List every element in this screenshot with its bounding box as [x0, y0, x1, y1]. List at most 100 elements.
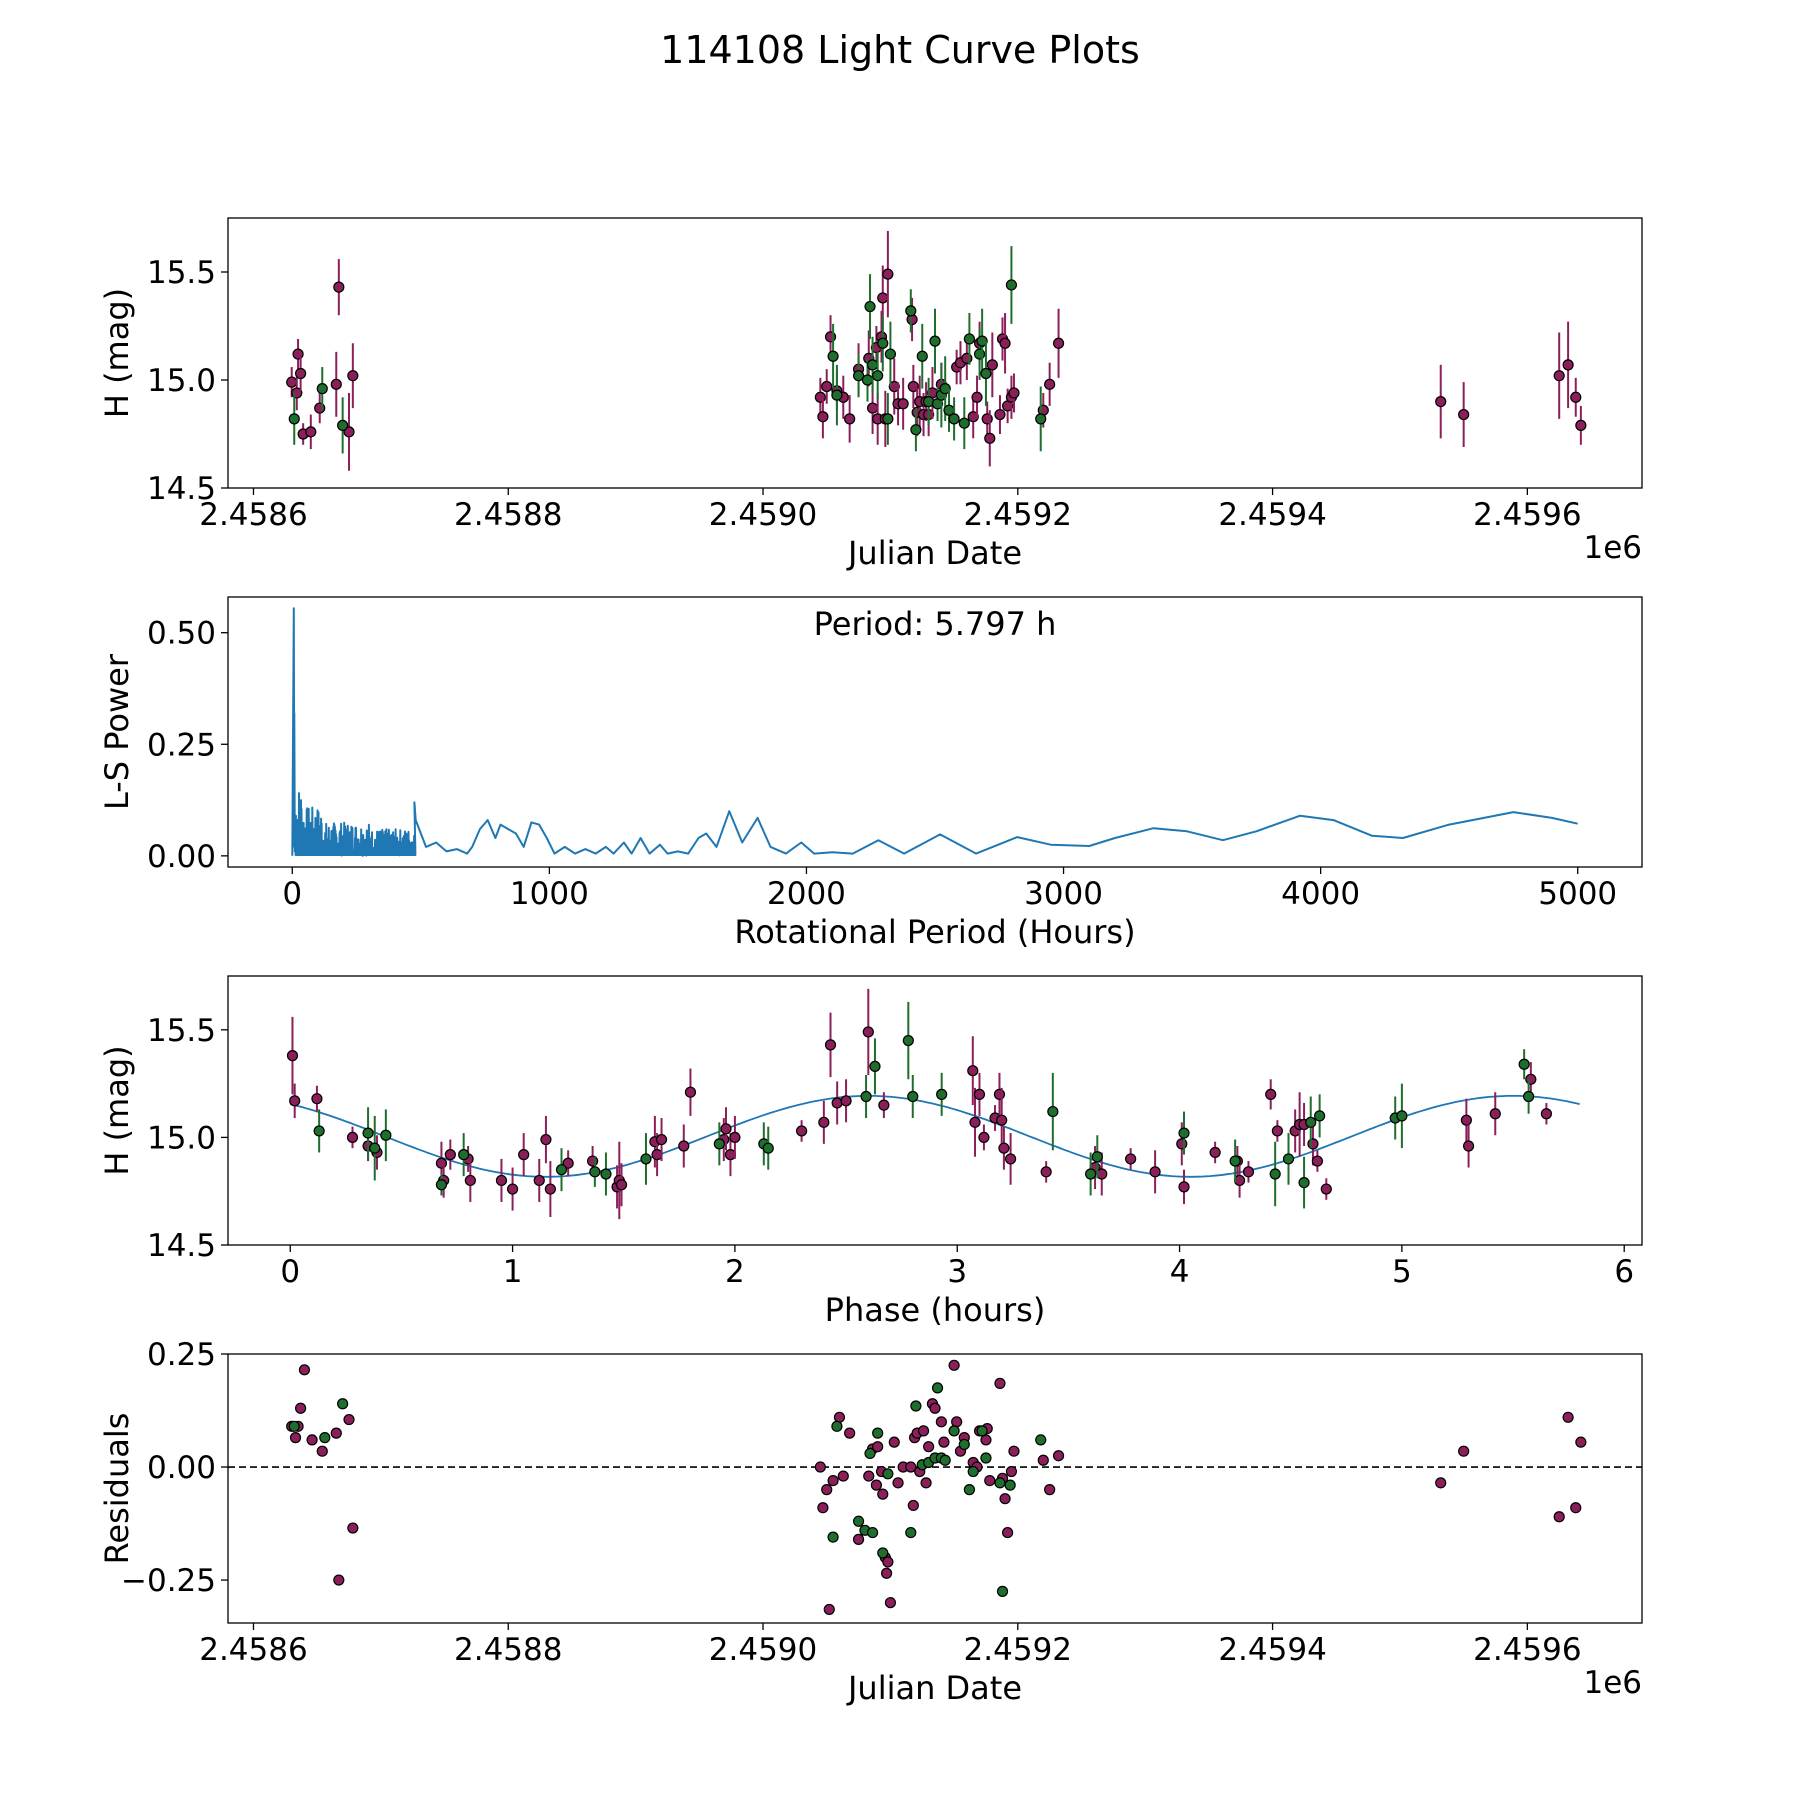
- lightcurve-ylabel: H (mag): [98, 288, 136, 418]
- phased-point-purple: [1149, 1166, 1161, 1178]
- lightcurve-data: [286, 230, 1587, 471]
- phased-point-purple: [1176, 1138, 1188, 1150]
- residuals-point-green: [288, 1420, 300, 1432]
- phased-point-green: [907, 1090, 919, 1103]
- residuals-ytick-label: −0.25: [121, 1563, 216, 1599]
- residuals-point-purple: [817, 1502, 829, 1514]
- phased-point-purple: [729, 1131, 741, 1144]
- lightcurve-point-green: [831, 389, 843, 401]
- lightcurve-point-green: [316, 383, 328, 395]
- residuals-point-purple: [833, 1411, 846, 1423]
- residuals-point-purple: [821, 1484, 833, 1496]
- residuals-point-purple: [823, 1603, 835, 1616]
- residuals-point-green: [905, 1526, 917, 1539]
- residuals-point-purple: [892, 1477, 904, 1489]
- residuals-point-green: [963, 1484, 975, 1496]
- phased-xtick-label: 2: [725, 1254, 745, 1290]
- periodogram-ytick-label: 0.50: [147, 616, 216, 652]
- residuals-point-purple: [347, 1522, 359, 1534]
- lightcurve-point-purple: [817, 411, 829, 423]
- residuals-point-purple: [1570, 1502, 1582, 1514]
- phased-point-purple: [1462, 1140, 1475, 1152]
- lightcurve-point-purple: [821, 380, 833, 393]
- lightcurve-xtick-label: 2.4594: [1218, 497, 1326, 533]
- residuals-xtick-label: 2.4596: [1473, 1632, 1581, 1668]
- periodogram-annotation: Period: 5.797 h: [814, 605, 1057, 643]
- lightcurve-xtick-label: 2.4588: [454, 497, 562, 533]
- residuals-point-green: [831, 1420, 843, 1432]
- phased-ytick-label: 14.5: [147, 1228, 216, 1264]
- phased-xtick-label: 4: [1170, 1254, 1190, 1290]
- lightcurve-point-purple: [971, 391, 983, 403]
- lightcurve-point-purple: [1052, 337, 1065, 349]
- residuals-xtick-label: 2.4594: [1218, 1632, 1326, 1668]
- phased-ytick-label: 15.5: [147, 1013, 216, 1049]
- periodogram-frame: [227, 596, 1643, 868]
- residuals-point-green: [864, 1447, 876, 1460]
- lightcurve-frame: [227, 217, 1643, 489]
- periodogram-data: [291, 607, 1578, 857]
- phased-point-green: [313, 1125, 325, 1137]
- residuals-ytick-label: 0.25: [147, 1337, 216, 1373]
- residuals-point-purple: [1005, 1465, 1018, 1478]
- lightcurve-ytick-label: 14.5: [147, 471, 216, 507]
- lightcurve-point-green: [827, 350, 839, 362]
- lightcurve-point-green: [929, 335, 941, 347]
- residuals-point-purple: [343, 1413, 355, 1426]
- residuals-point-purple: [1553, 1511, 1565, 1523]
- phased-point-green: [435, 1179, 448, 1191]
- phased-point-purple: [1040, 1166, 1052, 1178]
- residuals-point-purple: [882, 1556, 894, 1568]
- lightcurve-point-purple: [286, 376, 298, 388]
- phased-point-purple: [346, 1131, 359, 1144]
- residuals-point-purple: [863, 1470, 875, 1482]
- periodogram-xtick-label: 5000: [1538, 876, 1617, 912]
- phased-xtick-label: 0: [280, 1254, 300, 1290]
- lightcurve-point-green: [976, 335, 988, 347]
- lightcurve-xtick-label: 2.4592: [964, 497, 1072, 533]
- phased-point-green: [380, 1129, 392, 1141]
- residuals-point-purple: [330, 1427, 342, 1439]
- residuals-point-green: [980, 1452, 992, 1464]
- lightcurve-point-purple: [897, 398, 909, 410]
- residuals-xtick-label: 2.4586: [199, 1632, 307, 1668]
- phased-point-green: [1396, 1110, 1408, 1122]
- periodogram-power-line: [291, 607, 1578, 857]
- phased-xtick-label: 5: [1392, 1254, 1412, 1290]
- phased-point-green: [860, 1090, 872, 1103]
- residuals-point-purple: [827, 1474, 839, 1487]
- phased-point-green: [1314, 1110, 1326, 1122]
- periodogram-ytick-label: 0.25: [147, 727, 216, 763]
- residuals-point-purple: [844, 1427, 856, 1439]
- lightcurve-point-purple: [984, 432, 996, 444]
- lightcurve-xlabel: Julian Date: [846, 534, 1022, 572]
- phased-point-purple: [1209, 1146, 1221, 1159]
- lightcurve-point-green: [963, 333, 975, 345]
- phased-point-green: [1047, 1105, 1059, 1118]
- phased-point-purple: [1540, 1108, 1552, 1120]
- phased-plot: 0 1 2 3 4 5 6 14.5 15.0 15.5 Phase (hours) H (mag): [98, 975, 1643, 1329]
- residuals-offset-label: 1e6: [1583, 1665, 1642, 1701]
- periodogram-xtick-label: 3000: [1024, 876, 1103, 912]
- phased-point-green: [869, 1060, 881, 1072]
- phased-point-purple: [684, 1086, 697, 1098]
- residuals-point-green: [1004, 1479, 1016, 1491]
- phased-point-purple: [967, 1065, 979, 1077]
- lightcurve-point-purple: [305, 426, 317, 438]
- lightcurve-xtick-label: 2.4590: [709, 497, 817, 533]
- phased-point-purple: [993, 1088, 1006, 1100]
- residuals-point-purple: [289, 1432, 302, 1444]
- lightcurve-point-purple: [844, 413, 856, 425]
- phased-point-green: [600, 1168, 612, 1180]
- residuals-point-green: [996, 1585, 1009, 1597]
- figure-title: 114108 Light Curve Plots: [660, 28, 1140, 72]
- residuals-point-purple: [295, 1402, 307, 1414]
- residuals-point-green: [852, 1515, 865, 1527]
- phased-point-purple: [1525, 1073, 1537, 1085]
- phased-point-green: [936, 1088, 948, 1100]
- lightcurve-point-green: [939, 383, 951, 395]
- residuals-xtick-label: 2.4590: [709, 1632, 817, 1668]
- residuals-point-purple: [306, 1434, 318, 1446]
- phased-xtick-label: 1: [503, 1254, 523, 1290]
